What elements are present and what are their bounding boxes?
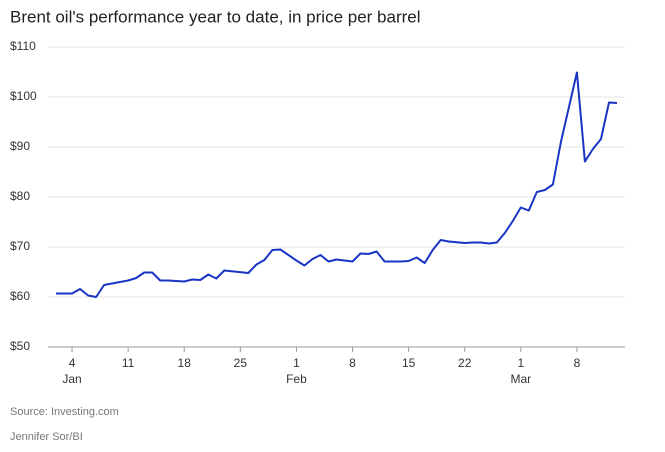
chart-title: Brent oil's performance year to date, in… [10, 7, 421, 26]
y-tick-label: $70 [10, 239, 30, 253]
x-month-label: Mar [510, 372, 531, 386]
source: Source: Investing.com [10, 406, 119, 418]
y-tick-label: $100 [10, 89, 37, 103]
x-tick-label: 4 [69, 356, 76, 370]
x-tick-label: 8 [349, 356, 356, 370]
x-tick-label: 22 [458, 356, 472, 370]
x-month-label: Feb [286, 372, 307, 386]
x-month-label: Jan [62, 372, 81, 386]
x-tick-label: 1 [517, 356, 524, 370]
y-tick-label: $60 [10, 289, 30, 303]
y-tick-label: $50 [10, 339, 30, 353]
x-tick-label: 1 [293, 356, 300, 370]
y-tick-label: $80 [10, 189, 30, 203]
x-tick-label: 18 [178, 356, 192, 370]
y-tick-label: $90 [10, 139, 30, 153]
y-tick-label: $110 [10, 39, 36, 53]
x-tick-label: 25 [234, 356, 248, 370]
x-tick-label: 15 [402, 356, 416, 370]
x-tick-label: 8 [574, 356, 581, 370]
credit: Jennifer Sor/BI [10, 431, 83, 443]
x-tick-label: 11 [122, 356, 135, 370]
line [56, 71, 618, 298]
